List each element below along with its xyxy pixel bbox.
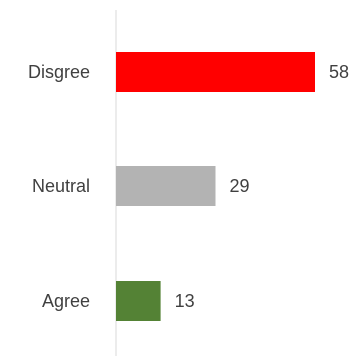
category-label: Neutral [32, 176, 90, 196]
category-label: Agree [42, 291, 90, 311]
category-label: Disgree [28, 62, 90, 82]
value-label: 29 [230, 176, 250, 196]
value-label: 13 [175, 291, 195, 311]
bar-disgree [116, 52, 315, 92]
bar-neutral [116, 166, 216, 206]
bar-series: Disgree 58 Neutral 29 Agree 13 [28, 52, 349, 321]
bar-agree [116, 281, 161, 321]
value-label: 58 [329, 62, 349, 82]
